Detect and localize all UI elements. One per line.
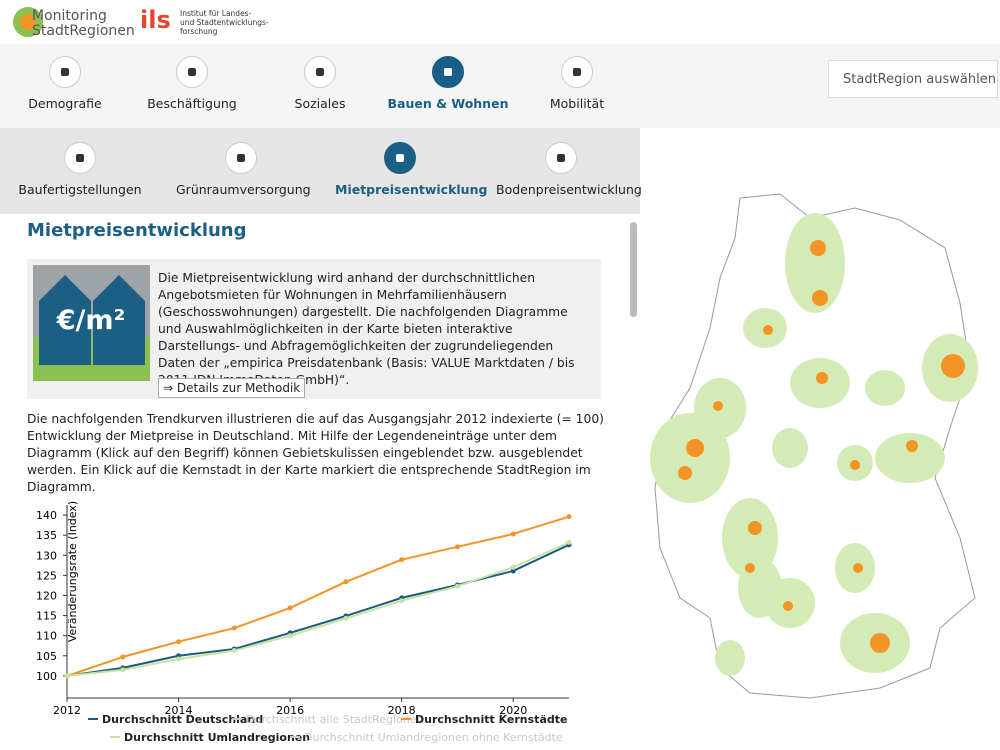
legend-label[interactable]: Durchschnitt Kernstädte [415, 713, 567, 726]
tab[interactable]: Bauen & Wohnen [383, 56, 513, 111]
point [287, 633, 293, 639]
y-tick-label: 125 [36, 569, 57, 582]
sub-nav: Baufertigstellungen Grünraumversorgung Mie… [0, 128, 642, 214]
x-tick-label: 2020 [499, 704, 527, 717]
series-line [66, 543, 570, 677]
tab-label: Demografie [28, 96, 102, 111]
series-line [66, 515, 570, 677]
tab-icon [545, 142, 577, 174]
legend-label[interactable]: Durchschnitt Umlandregionen [124, 731, 310, 744]
tab-label: Baufertigstellungen [18, 182, 142, 197]
tab-label: Mobilität [549, 96, 605, 111]
y-tick-label: 140 [36, 509, 57, 522]
ils-text: forschung [180, 27, 218, 36]
point [399, 598, 405, 604]
legend-label[interactable]: Durchschnitt Deutschland [102, 713, 263, 726]
logo-text: Monitoring [32, 8, 107, 24]
tab[interactable]: Baufertigstellungen [15, 142, 145, 197]
country-outline [654, 193, 976, 699]
line-chart: Veränderungsrate (Index) 100 105 110 115 120 1… [36, 501, 572, 744]
point [399, 557, 405, 563]
tab[interactable]: Grünraumversorgung [176, 142, 311, 197]
tab-icon [304, 56, 336, 88]
tab-icon [49, 56, 81, 88]
ils-text: und Stadtentwicklungs- [180, 18, 269, 27]
section-title: Mietpreisentwicklung [27, 220, 247, 241]
core-cities [678, 240, 965, 653]
icon-houses [39, 275, 145, 365]
y-tick-label: 100 [36, 670, 57, 683]
tab[interactable]: Beschäftigung [127, 56, 257, 111]
point [120, 654, 126, 660]
point [566, 514, 572, 520]
point [120, 667, 126, 673]
icon-label: €/m² [56, 305, 126, 336]
chart-description: Die nachfolgenden Trendkurven illustrier… [27, 412, 604, 494]
y-axis-label: Veränderungsrate (Index) [66, 501, 79, 642]
y-tick-label: 135 [36, 529, 57, 542]
intro-text: Die Mietpreisentwicklung wird anhand der… [158, 271, 575, 387]
region-search[interactable]: StadtRegion auswählen ... [828, 60, 998, 98]
logo-text: StadtRegionen [32, 23, 135, 39]
point [176, 656, 182, 662]
tab-icon [384, 142, 416, 174]
y-tick-label: 130 [36, 549, 57, 562]
main-nav: Demografie Beschäftigung Soziales Bauen & W… [0, 44, 1000, 128]
tab-label: Beschäftigung [147, 96, 237, 111]
y-tick-label: 120 [36, 589, 57, 602]
x-tick-label: 2012 [53, 704, 81, 717]
tab-icon [176, 56, 208, 88]
series-line [66, 541, 570, 677]
logo-mark [20, 14, 36, 30]
point [64, 673, 70, 679]
regions [650, 213, 978, 676]
method-button[interactable]: ⇒ Details zur Methodik [158, 378, 306, 398]
point [343, 579, 349, 585]
point [454, 544, 460, 550]
scrollbar[interactable] [630, 222, 637, 317]
y-tick-label: 105 [36, 650, 57, 663]
point [231, 648, 237, 654]
tab-icon [561, 56, 593, 88]
x-tick-label: 2018 [388, 704, 416, 717]
ils-text: Institut für Landes- [180, 9, 252, 18]
legend-label[interactable]: Durchschnitt alle StadtRegionen [246, 713, 424, 726]
rent-icon: €/m² [33, 265, 150, 381]
point [231, 625, 237, 631]
x-tick-label: 2016 [276, 704, 304, 717]
tab-label: Soziales [294, 96, 346, 111]
point [566, 539, 572, 545]
tab-icon [432, 56, 464, 88]
tab[interactable]: Soziales [255, 56, 385, 111]
ils-logo: ils [140, 6, 171, 34]
map[interactable] [640, 128, 1000, 750]
point [510, 568, 516, 574]
point [176, 639, 182, 645]
tab[interactable]: Bodenpreisentwicklung [496, 142, 642, 197]
tab-label: Bauen & Wohnen [387, 96, 509, 111]
point [454, 583, 460, 589]
tab-label: Grünraumversorgung [176, 182, 311, 197]
x-tick-label: 2014 [165, 704, 193, 717]
logos: Monitoring StadtRegionen ils Institut fü… [13, 6, 269, 39]
top-bar: Monitoring StadtRegionen ils Institut fü… [0, 0, 1000, 44]
point [510, 564, 516, 570]
tab-label: Mietpreisentwicklung [335, 182, 488, 197]
tab[interactable]: Mobilität [512, 56, 642, 111]
tab-icon [64, 142, 96, 174]
y-tick-label: 110 [36, 630, 57, 643]
point [287, 605, 293, 611]
point [343, 615, 349, 621]
legend-label[interactable]: Durchschnitt Umlandregionen ohne Kernstä… [304, 731, 563, 744]
tab-icon [225, 142, 257, 174]
tab[interactable]: Mietpreisentwicklung [335, 142, 487, 197]
tab[interactable]: Demografie [0, 56, 130, 111]
point [510, 531, 516, 537]
tab-label: Bodenpreisentwicklung [496, 182, 642, 197]
y-tick-label: 115 [36, 610, 57, 623]
